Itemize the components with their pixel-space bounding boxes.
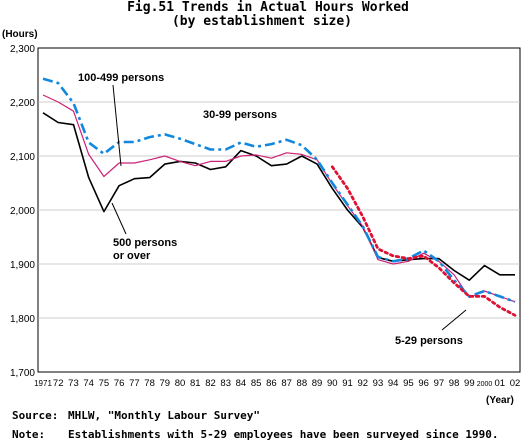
x-tick-99: 99: [464, 378, 475, 389]
x-tick-82: 82: [205, 378, 216, 389]
x-tick-97: 97: [434, 378, 445, 389]
x-tick-85: 85: [251, 378, 262, 389]
x-tick-87: 87: [281, 378, 292, 389]
gridlines: [38, 101, 520, 319]
y-tick-2300: 2,300: [10, 44, 35, 55]
x-tick-90: 90: [327, 378, 338, 389]
x-tick-73: 73: [68, 378, 79, 389]
x-tick-95: 95: [403, 378, 414, 389]
x-tick-84: 84: [236, 378, 247, 389]
annotation-5-29: 5-29 persons: [395, 335, 463, 347]
x-tick-89: 89: [312, 378, 323, 389]
y-tick-2000: 2,000: [10, 206, 35, 217]
x-tick-1971: 1971: [34, 379, 52, 388]
annotation-30-99: 30-99 persons: [203, 109, 277, 121]
x-tick-88: 88: [297, 378, 308, 389]
x-tick-96: 96: [418, 378, 429, 389]
y-tick-1700: 1,700: [10, 368, 35, 379]
annotation-500-over-line1: 500 persons: [113, 237, 177, 249]
x-tick-76: 76: [114, 378, 125, 389]
x-tick-72: 72: [53, 378, 64, 389]
series-line-2: [42, 77, 516, 304]
y-tick-2100: 2,100: [10, 152, 35, 163]
y-tick-1900: 1,900: [10, 260, 35, 271]
pointer-500-over: [111, 202, 127, 235]
x-tick-94: 94: [388, 378, 399, 389]
series-line-3: [330, 165, 517, 317]
x-tick-2000: 2000: [477, 381, 493, 388]
y-tick-1800: 1,800: [10, 314, 35, 325]
source-text: MHLW, "Monthly Labour Survey": [68, 409, 260, 422]
x-axis-label: (Year): [486, 395, 514, 406]
x-tick-86: 86: [266, 378, 277, 389]
series-lines: [42, 77, 517, 317]
x-tick-98: 98: [449, 378, 460, 389]
x-tick-79: 79: [160, 378, 171, 389]
source-label: Source:: [12, 409, 58, 422]
x-tick-02: 02: [510, 378, 521, 389]
y-tick-labels: 1,700 1,800 1,900 2,000 2,100 2,200 2,300: [10, 44, 35, 379]
x-tick-01: 01: [494, 378, 505, 389]
pointer-5-29: [441, 309, 467, 331]
x-tick-81: 81: [190, 378, 201, 389]
x-tick-91: 91: [342, 378, 353, 389]
x-tick-75: 75: [99, 378, 110, 389]
chart-subtitle: (by establishment size): [172, 14, 352, 29]
pointer-100-499: [112, 84, 122, 167]
x-tick-93: 93: [373, 378, 384, 389]
x-tick-78: 78: [144, 378, 155, 389]
x-tick-77: 77: [129, 378, 140, 389]
annotation-500-over-line2: or over: [113, 250, 151, 262]
annotation-100-499: 100-499 persons: [78, 72, 164, 84]
x-tick-74: 74: [83, 378, 94, 389]
note-label: Note:: [12, 428, 45, 441]
note-text: Establishments with 5-29 employees have …: [68, 428, 498, 441]
x-tick-83: 83: [220, 378, 231, 389]
y-tick-2200: 2,200: [10, 98, 35, 109]
y-axis-label: (Hours): [2, 29, 38, 40]
x-tick-92: 92: [357, 378, 368, 389]
x-tick-80: 80: [175, 378, 186, 389]
chart-title: Fig.51 Trends in Actual Hours Worked: [127, 0, 409, 15]
x-tick-labels: 1971 72 73 74 75 76 77 78 79 80 81 82 83 84 85 86 87 88 89…: [34, 378, 520, 389]
